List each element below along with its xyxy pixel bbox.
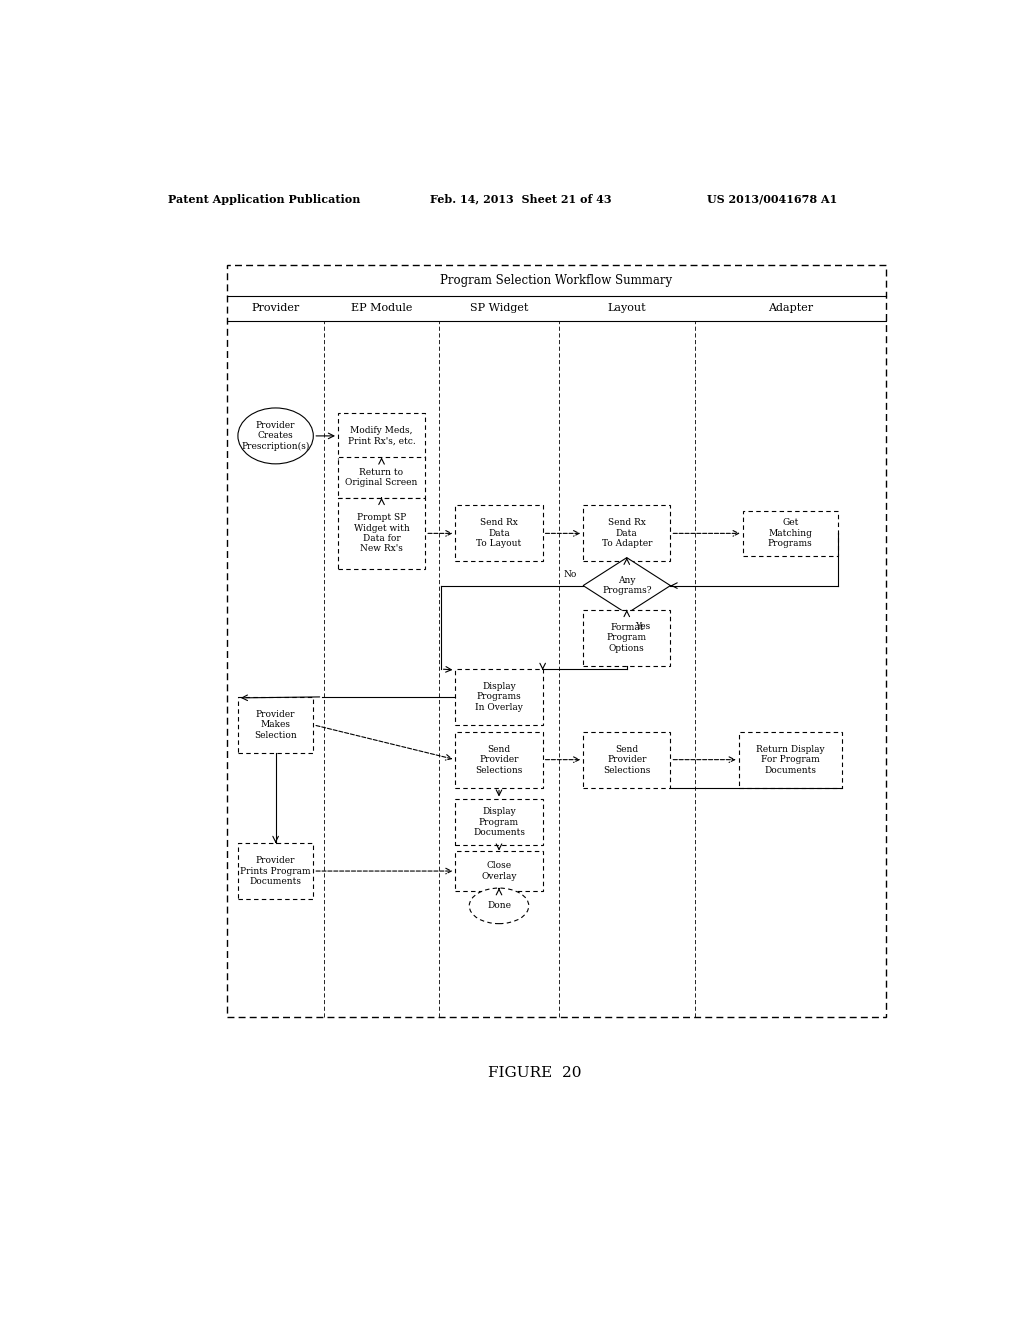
- FancyBboxPatch shape: [338, 413, 425, 459]
- Text: Get
Matching
Programs: Get Matching Programs: [768, 519, 813, 548]
- FancyBboxPatch shape: [456, 731, 543, 788]
- Text: Send
Provider
Selections: Send Provider Selections: [475, 744, 522, 775]
- Text: Return to
Original Screen: Return to Original Screen: [345, 469, 418, 487]
- Text: Done: Done: [487, 902, 511, 911]
- Text: Feb. 14, 2013  Sheet 21 of 43: Feb. 14, 2013 Sheet 21 of 43: [430, 194, 611, 205]
- Text: SP Widget: SP Widget: [470, 304, 528, 313]
- Text: Provider
Creates
Prescription(s): Provider Creates Prescription(s): [242, 421, 310, 451]
- FancyBboxPatch shape: [738, 731, 842, 788]
- FancyBboxPatch shape: [742, 511, 838, 556]
- FancyBboxPatch shape: [456, 506, 543, 561]
- Text: Layout: Layout: [607, 304, 646, 313]
- FancyBboxPatch shape: [456, 800, 543, 845]
- Text: Modify Meds,
Print Rx's, etc.: Modify Meds, Print Rx's, etc.: [348, 426, 416, 446]
- Text: Format
Program
Options: Format Program Options: [606, 623, 647, 652]
- Text: FIGURE  20: FIGURE 20: [487, 1067, 581, 1080]
- Text: Close
Overlay: Close Overlay: [481, 862, 517, 880]
- Text: Send
Provider
Selections: Send Provider Selections: [603, 744, 650, 775]
- Text: Prompt SP
Widget with
Data for
New Rx's: Prompt SP Widget with Data for New Rx's: [353, 513, 410, 553]
- Bar: [227, 265, 886, 1018]
- Text: Display
Programs
In Overlay: Display Programs In Overlay: [475, 682, 523, 711]
- FancyBboxPatch shape: [456, 850, 543, 891]
- FancyBboxPatch shape: [583, 506, 671, 561]
- Text: No: No: [563, 570, 577, 579]
- Text: Patent Application Publication: Patent Application Publication: [168, 194, 360, 205]
- Text: Provider
Makes
Selection: Provider Makes Selection: [254, 710, 297, 739]
- Text: US 2013/0041678 A1: US 2013/0041678 A1: [708, 194, 838, 205]
- FancyBboxPatch shape: [583, 610, 671, 665]
- Text: Return Display
For Program
Documents: Return Display For Program Documents: [756, 744, 824, 775]
- FancyBboxPatch shape: [238, 697, 313, 752]
- Text: Send Rx
Data
To Adapter: Send Rx Data To Adapter: [601, 519, 652, 548]
- Text: Any
Programs?: Any Programs?: [602, 576, 651, 595]
- Text: EP Module: EP Module: [351, 304, 413, 313]
- FancyBboxPatch shape: [456, 669, 543, 725]
- Ellipse shape: [469, 888, 528, 924]
- FancyBboxPatch shape: [583, 731, 671, 788]
- Text: Yes: Yes: [635, 622, 650, 631]
- FancyBboxPatch shape: [338, 498, 425, 569]
- Polygon shape: [583, 557, 671, 614]
- Text: Adapter: Adapter: [768, 304, 813, 313]
- Text: Program Selection Workflow Summary: Program Selection Workflow Summary: [440, 273, 673, 286]
- Text: Display
Program
Documents: Display Program Documents: [473, 808, 525, 837]
- Ellipse shape: [238, 408, 313, 463]
- Text: Send Rx
Data
To Layout: Send Rx Data To Layout: [476, 519, 521, 548]
- FancyBboxPatch shape: [238, 843, 313, 899]
- Text: Provider: Provider: [252, 304, 300, 313]
- Text: Provider
Prints Program
Documents: Provider Prints Program Documents: [241, 857, 311, 886]
- FancyBboxPatch shape: [338, 457, 425, 498]
